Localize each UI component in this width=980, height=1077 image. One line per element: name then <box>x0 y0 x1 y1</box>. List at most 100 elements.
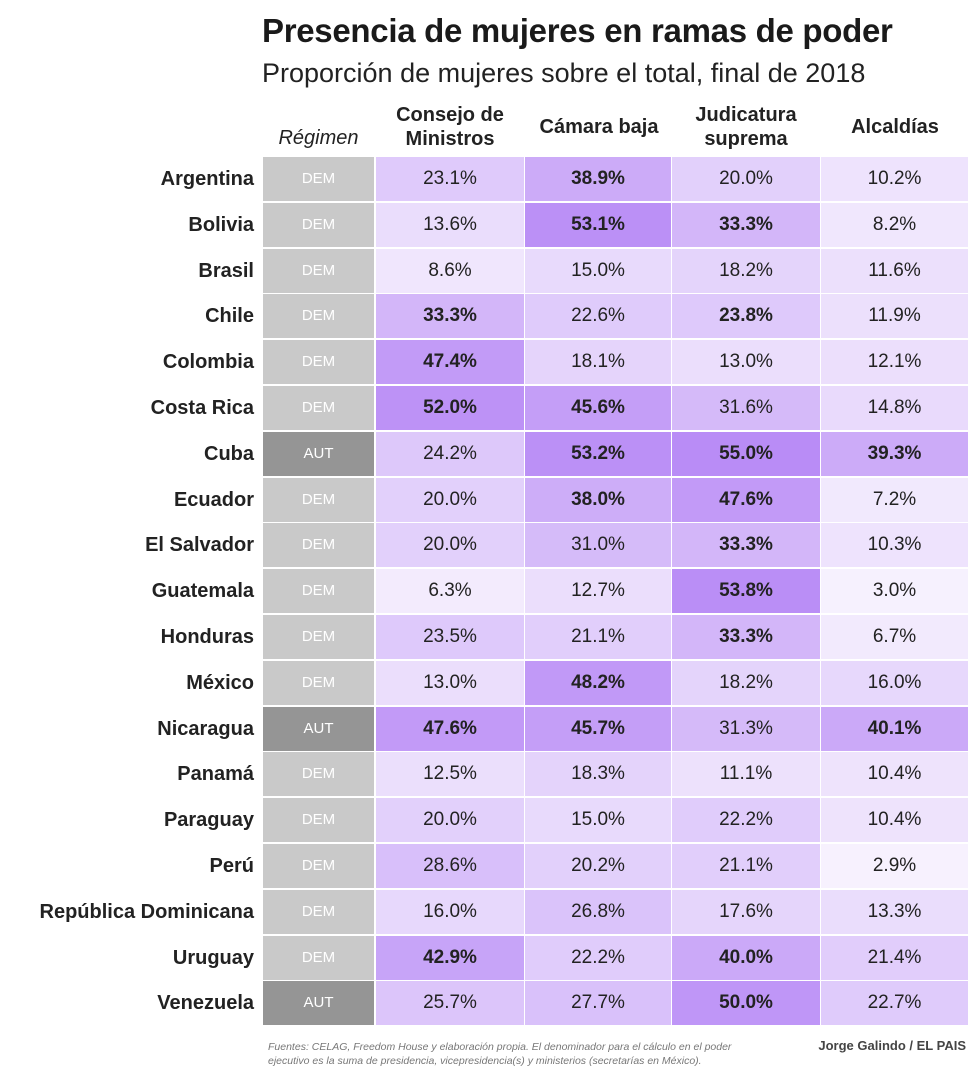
value-cell-consejo-ministros: 52.0% <box>376 386 524 430</box>
table-row: República Dominicana DEM 16.0% 26.8% 17.6% 13… <box>0 889 980 936</box>
credit: Jorge Galindo / EL PAIS <box>818 1038 966 1053</box>
value-cell-judicatura-suprema: 31.3% <box>672 706 820 751</box>
regime-badge: DEM <box>263 248 374 293</box>
value-cell-judicatura-suprema: 22.2% <box>672 798 820 843</box>
country-label: Paraguay <box>163 809 254 832</box>
value-cell-consejo-ministros: 24.2% <box>376 431 524 476</box>
value-cell-judicatura-suprema: 47.6% <box>672 477 820 522</box>
table-row: Argentina DEM 23.1% 38.9% 20.0% 10.2% <box>0 157 980 203</box>
regime-badge: DEM <box>263 844 374 888</box>
value-cell-camara-baja: 20.2% <box>525 844 671 888</box>
footnote: Fuentes: CELAG, Freedom House y elaborac… <box>268 1041 732 1067</box>
value-cell-judicatura-suprema: 18.2% <box>672 248 820 293</box>
column-header-judicatura-suprema: Judicatura suprema <box>695 104 797 150</box>
country-label: Costa Rica <box>150 397 254 419</box>
chart-subtitle: Proporción de mujeres sobre el total, fi… <box>262 58 866 88</box>
value-cell-alcaldias: 22.7% <box>821 981 968 1026</box>
value-cell-consejo-ministros: 16.0% <box>376 889 524 934</box>
value-cell-camara-baja: 45.6% <box>525 386 671 430</box>
value-cell-judicatura-suprema: 33.3% <box>672 523 820 568</box>
regime-badge: DEM <box>263 340 374 385</box>
table-row: Perú DEM 28.6% 20.2% 21.1% 2.9% <box>0 844 980 890</box>
value-cell-judicatura-suprema: 21.1% <box>672 844 820 888</box>
country-label: Argentina <box>160 168 254 190</box>
value-cell-alcaldias: 12.1% <box>821 340 968 385</box>
regime-badge: AUT <box>263 431 374 476</box>
chart-title: Presencia de mujeres en ramas de poder <box>262 12 893 49</box>
column-header-alcaldias: Alcaldías <box>851 116 939 138</box>
value-cell-camara-baja: 18.1% <box>525 340 671 385</box>
table-row: Venezuela AUT 25.7% 27.7% 50.0% 22.7% <box>0 981 980 1027</box>
country-label: Chile <box>205 305 254 328</box>
value-cell-consejo-ministros: 23.1% <box>376 157 524 201</box>
regime-badge: DEM <box>263 615 374 659</box>
value-cell-judicatura-suprema: 17.6% <box>672 889 820 934</box>
country-label: Colombia <box>162 351 254 374</box>
value-cell-consejo-ministros: 13.0% <box>376 660 524 705</box>
value-cell-consejo-ministros: 13.6% <box>376 202 524 247</box>
value-cell-camara-baja: 26.8% <box>525 889 671 934</box>
value-cell-alcaldias: 10.3% <box>821 523 968 568</box>
table-row: Nicaragua AUT 47.6% 45.7% 31.3% 40.1% <box>0 706 980 753</box>
value-cell-camara-baja: 12.7% <box>525 569 671 614</box>
country-label: Bolivia <box>188 213 254 236</box>
regime-badge: DEM <box>263 157 374 201</box>
country-label: Perú <box>209 855 254 877</box>
value-cell-camara-baja: 22.2% <box>525 935 671 980</box>
value-cell-alcaldias: 7.2% <box>821 477 968 522</box>
value-cell-judicatura-suprema: 31.6% <box>672 386 820 430</box>
value-cell-alcaldias: 13.3% <box>821 889 968 934</box>
regime-badge: DEM <box>263 752 374 797</box>
value-cell-judicatura-suprema: 55.0% <box>672 431 820 476</box>
regime-badge: DEM <box>263 798 374 843</box>
regime-badge: DEM <box>263 935 374 980</box>
table-row: Chile DEM 33.3% 22.6% 23.8% 11.9% <box>0 294 980 340</box>
value-cell-camara-baja: 48.2% <box>525 660 671 705</box>
value-cell-camara-baja: 18.3% <box>525 752 671 797</box>
value-cell-alcaldias: 40.1% <box>821 706 968 751</box>
country-label: Nicaragua <box>157 717 254 740</box>
value-cell-camara-baja: 38.0% <box>525 477 671 522</box>
value-cell-consejo-ministros: 28.6% <box>376 844 524 888</box>
value-cell-alcaldias: 11.9% <box>821 294 968 339</box>
value-cell-consejo-ministros: 20.0% <box>376 523 524 568</box>
value-cell-camara-baja: 22.6% <box>525 294 671 339</box>
regime-badge: DEM <box>263 386 374 430</box>
column-header-regimen: Régimen <box>278 127 359 149</box>
regime-badge: DEM <box>263 889 374 934</box>
value-cell-camara-baja: 31.0% <box>525 523 671 568</box>
column-header-camara-baja: Cámara baja <box>539 116 659 138</box>
table-row: Honduras DEM 23.5% 21.1% 33.3% 6.7% <box>0 615 980 661</box>
regime-badge: DEM <box>263 660 374 705</box>
value-cell-camara-baja: 38.9% <box>525 157 671 201</box>
value-cell-judicatura-suprema: 13.0% <box>672 340 820 385</box>
regime-badge: DEM <box>263 202 374 247</box>
value-cell-judicatura-suprema: 33.3% <box>672 615 820 659</box>
country-label: El Salvador <box>145 534 254 557</box>
table-row: Uruguay DEM 42.9% 22.2% 40.0% 21.4% <box>0 935 980 982</box>
value-cell-judicatura-suprema: 18.2% <box>672 660 820 705</box>
country-label: Uruguay <box>172 946 254 969</box>
country-label: Ecuador <box>173 488 254 511</box>
table-row: Bolivia DEM 13.6% 53.1% 33.3% 8.2% <box>0 202 980 249</box>
value-cell-alcaldias: 16.0% <box>821 660 968 705</box>
value-cell-consejo-ministros: 47.4% <box>376 340 524 385</box>
table-row: El Salvador DEM 20.0% 31.0% 33.3% 10.3% <box>0 523 980 569</box>
value-cell-alcaldias: 10.4% <box>821 752 968 797</box>
value-cell-alcaldias: 2.9% <box>821 844 968 888</box>
value-cell-alcaldias: 39.3% <box>821 431 968 476</box>
value-cell-camara-baja: 21.1% <box>525 615 671 659</box>
value-cell-alcaldias: 8.2% <box>821 202 968 247</box>
regime-badge: DEM <box>263 294 374 339</box>
value-cell-camara-baja: 15.0% <box>525 248 671 293</box>
value-cell-alcaldias: 10.4% <box>821 798 968 843</box>
table-row: Guatemala DEM 6.3% 12.7% 53.8% 3.0% <box>0 569 980 615</box>
country-label: México <box>186 671 254 694</box>
value-cell-consejo-ministros: 12.5% <box>376 752 524 797</box>
country-label: Venezuela <box>157 992 254 1015</box>
regime-badge: AUT <box>263 981 374 1026</box>
value-cell-judicatura-suprema: 20.0% <box>672 157 820 201</box>
regime-badge: DEM <box>263 523 374 568</box>
value-cell-judicatura-suprema: 53.8% <box>672 569 820 614</box>
table-row: Ecuador DEM 20.0% 38.0% 47.6% 7.2% <box>0 477 980 524</box>
